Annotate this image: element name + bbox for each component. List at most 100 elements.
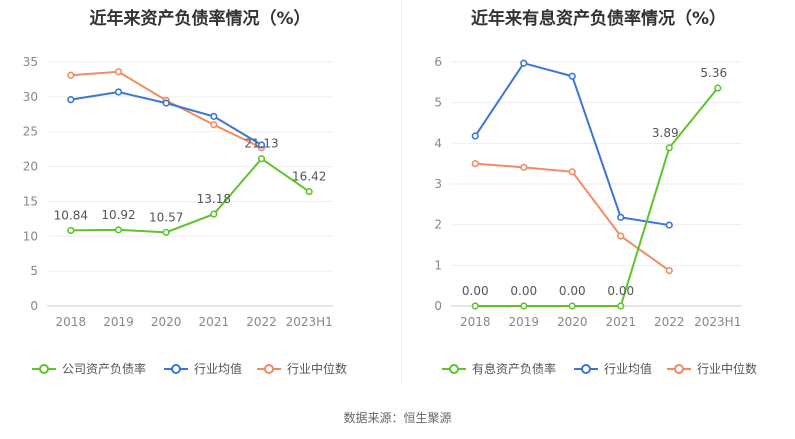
data-point	[520, 163, 528, 171]
data-point	[568, 302, 576, 310]
legend-label: 行业均值	[604, 361, 652, 376]
x-tick-label: 2018	[56, 315, 87, 329]
y-tick-label: 20	[23, 160, 38, 174]
legend-label: 有息资产负债率	[472, 361, 556, 376]
legend-item: 有息资产负债率	[442, 361, 556, 376]
legend-marker	[581, 364, 591, 374]
data-point	[471, 302, 479, 310]
y-tick-label: 1	[434, 258, 442, 272]
x-tick-label: 2019	[508, 315, 539, 329]
data-point	[471, 160, 479, 168]
data-point	[114, 226, 123, 234]
data-point	[210, 121, 218, 129]
legend-marker	[449, 364, 459, 374]
legend-marker	[39, 364, 49, 374]
x-tick-label: 2020	[557, 315, 588, 329]
data-point	[114, 88, 123, 96]
data-label: 3.89	[652, 126, 679, 140]
data-point	[568, 72, 576, 80]
y-tick-label: 5	[434, 96, 442, 110]
legend-item: 行业中位数	[257, 361, 347, 376]
data-label: 0.00	[462, 284, 489, 298]
data-point	[210, 210, 218, 218]
data-label: 0.00	[559, 284, 586, 298]
chart-svg: 0 1 2 3 4 5 6 2018 2019 2020 2021 2022 2023H1 0.00 0.0…	[434, 55, 757, 376]
y-tick-label: 25	[23, 125, 38, 139]
y-tick-label: 2	[434, 218, 442, 232]
data-point	[67, 226, 75, 235]
x-tick-label: 2022	[654, 315, 685, 329]
series-line	[70, 70, 262, 149]
y-tick-label: 30	[23, 90, 38, 104]
x-tick-label: 2018	[460, 315, 491, 329]
data-label: 0.00	[510, 284, 537, 298]
legend-marker	[171, 364, 181, 374]
divider	[401, 0, 402, 385]
data-point	[617, 213, 625, 221]
chart-panel-interest-bearing-debt-ratio: 近年来有息资产负债率情况（%） 0 1 2 3 4 5 6 2018 2019 2020 2021 2…	[402, 0, 795, 400]
data-label: 0.00	[607, 284, 634, 298]
x-tick-label: 2023H1	[694, 315, 741, 329]
series-line	[475, 162, 670, 272]
chart-title: 近年来有息资产负债率情况（%）	[470, 9, 727, 29]
data-point	[665, 267, 673, 275]
y-tick-label: 0	[434, 299, 442, 313]
data-point	[665, 221, 673, 229]
chart-svg: 0 5 10 15 20 25 30 35 2018 2019 2020 2021 2022 2023H1…	[23, 55, 347, 376]
data-point	[617, 302, 625, 310]
data-point	[114, 68, 123, 76]
y-tick-label: 15	[23, 194, 38, 208]
legend-label: 行业均值	[194, 361, 242, 376]
x-tick-label: 2019	[103, 315, 134, 329]
legend-item: 公司资产负债率	[32, 361, 146, 376]
y-tick-label: 4	[434, 136, 442, 150]
chart-title: 近年来资产负债率情况（%）	[89, 9, 311, 29]
legend-label: 行业中位数	[287, 361, 347, 376]
legend-marker	[264, 364, 274, 374]
y-tick-label: 0	[30, 299, 38, 313]
y-tick-label: 5	[30, 264, 38, 278]
series-line	[475, 87, 719, 307]
data-label: 10.84	[54, 208, 88, 222]
legend-label: 公司资产负债率	[62, 361, 146, 376]
data-point	[257, 155, 266, 163]
data-point	[162, 99, 170, 107]
data-point	[67, 71, 75, 79]
data-label: 16.42	[292, 170, 326, 184]
series-line	[474, 62, 670, 227]
data-point	[210, 112, 218, 120]
data-label: 21.13	[244, 137, 278, 151]
y-tick-label: 3	[434, 177, 442, 191]
data-point	[257, 141, 266, 149]
data-label: 10.57	[149, 210, 183, 224]
y-tick-label: 35	[23, 55, 38, 69]
legend-item: 行业均值	[574, 361, 652, 376]
x-tick-label: 2023H1	[286, 315, 333, 329]
data-point	[665, 144, 673, 152]
data-label: 5.36	[700, 66, 727, 80]
data-point	[617, 232, 625, 240]
data-label: 13.18	[197, 192, 231, 206]
data-point	[520, 302, 528, 310]
y-tick-label: 6	[434, 55, 442, 69]
chart-panel-debt-ratio: 近年来资产负债率情况（%） 0 5 10 15 20 25 30 35 2018 2019 2020…	[0, 0, 400, 400]
x-tick-label: 2022	[246, 315, 277, 329]
x-tick-label: 2020	[151, 315, 182, 329]
legend-item: 行业均值	[164, 361, 242, 376]
data-point	[568, 168, 576, 176]
data-point	[162, 228, 170, 236]
legend-marker	[674, 364, 684, 374]
legend-item: 行业中位数	[667, 361, 757, 376]
data-label: 10.92	[101, 208, 135, 222]
y-tick-label: 10	[23, 229, 38, 243]
data-point	[67, 96, 75, 104]
data-point	[471, 132, 479, 140]
series-line	[70, 157, 310, 234]
x-tick-label: 2021	[199, 315, 230, 329]
data-point	[305, 187, 313, 196]
legend-label: 行业中位数	[697, 361, 757, 376]
source-note: 数据来源：恒生聚源	[343, 411, 452, 425]
x-tick-label: 2021	[605, 315, 636, 329]
data-point	[520, 59, 528, 67]
data-point	[714, 84, 722, 92]
